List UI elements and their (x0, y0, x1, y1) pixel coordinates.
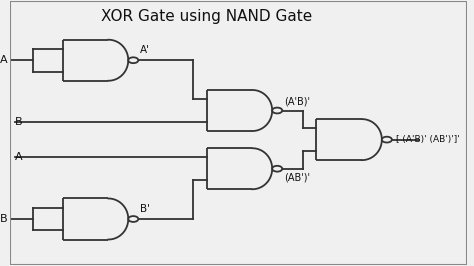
Text: (A'B)': (A'B)' (284, 96, 310, 106)
Text: B: B (0, 214, 8, 224)
Text: XOR Gate using NAND Gate: XOR Gate using NAND Gate (101, 9, 312, 24)
Circle shape (272, 108, 282, 113)
Text: A: A (15, 152, 22, 162)
Text: A: A (0, 55, 8, 65)
Text: B': B' (140, 204, 150, 214)
Circle shape (128, 216, 138, 222)
Text: (AB')': (AB')' (284, 173, 310, 183)
Text: B: B (15, 117, 22, 127)
Text: [ (A'B)' (AB')']': [ (A'B)' (AB')']' (395, 135, 459, 144)
Circle shape (382, 137, 392, 143)
Text: A': A' (140, 45, 150, 56)
Circle shape (128, 57, 138, 63)
Circle shape (272, 166, 282, 172)
